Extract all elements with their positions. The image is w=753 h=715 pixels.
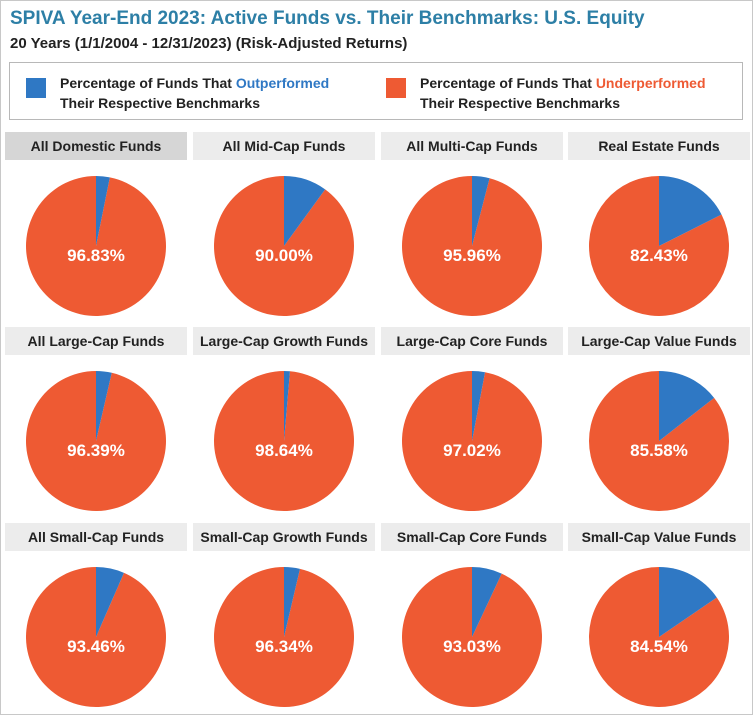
pie-data-label: 97.02% xyxy=(443,441,501,460)
pie-chart: 90.00% xyxy=(214,176,354,316)
pie-title: Small-Cap Value Funds xyxy=(568,523,750,551)
pie-slice-outperformed xyxy=(284,567,300,637)
pie-chart: 96.39% xyxy=(25,371,166,511)
pie-chart: 96.83% xyxy=(26,176,167,316)
legend-line2: Their Respective Benchmarks xyxy=(420,95,620,111)
chart-title: SPIVA Year-End 2023: Active Funds vs. Th… xyxy=(10,8,645,29)
pie-chart: 96.34% xyxy=(214,567,354,707)
pie-data-label: 96.83% xyxy=(67,246,125,265)
pie-title: Real Estate Funds xyxy=(568,132,750,160)
legend-line2: Their Respective Benchmarks xyxy=(60,95,260,111)
pie-title: Large-Cap Value Funds xyxy=(568,327,750,355)
legend-swatch-underperformed xyxy=(386,78,406,98)
pie-chart: 85.58% xyxy=(589,371,729,511)
pie-title: All Small-Cap Funds xyxy=(5,523,187,551)
chart-subtitle: 20 Years (1/1/2004 - 12/31/2023) (Risk-A… xyxy=(10,35,408,52)
pie-chart: 93.03% xyxy=(402,567,542,707)
pie-title: Small-Cap Growth Funds xyxy=(193,523,375,551)
pie-data-label: 93.46% xyxy=(67,637,125,656)
pie-title: Large-Cap Growth Funds xyxy=(193,327,375,355)
pie-slice-outperformed xyxy=(284,371,290,441)
pie-chart: 98.64% xyxy=(214,371,354,511)
pie-slice-outperformed xyxy=(659,176,722,246)
pie-data-label: 96.34% xyxy=(255,637,313,656)
pie-data-label: 95.96% xyxy=(443,246,501,265)
pie-title: All Mid-Cap Funds xyxy=(193,132,375,160)
pie-slice-outperformed xyxy=(96,176,110,246)
pie-title: All Multi-Cap Funds xyxy=(381,132,563,160)
pie-title: Large-Cap Core Funds xyxy=(381,327,563,355)
legend-prefix: Percentage of Funds That xyxy=(420,75,596,91)
pie-data-label: 98.64% xyxy=(255,441,313,460)
pie-slice-outperformed xyxy=(96,567,124,637)
pie-data-label: 90.00% xyxy=(255,246,313,265)
legend-label-underperformed: Percentage of Funds That Underperformed … xyxy=(420,73,706,113)
pie-slice-outperformed xyxy=(659,371,715,441)
legend-highlight: Outperformed xyxy=(235,75,330,91)
pie-data-label: 85.58% xyxy=(630,441,688,460)
pie-title: All Large-Cap Funds xyxy=(5,327,187,355)
pie-title: All Domestic Funds xyxy=(5,132,187,160)
pie-chart: 82.43% xyxy=(589,176,729,316)
pie-data-label: 82.43% xyxy=(630,246,688,265)
legend-swatch-outperformed xyxy=(26,78,46,98)
pie-slice-outperformed xyxy=(472,176,490,246)
pie-chart: 95.96% xyxy=(402,176,542,316)
pie-data-label: 93.03% xyxy=(443,637,501,656)
pie-data-label: 84.54% xyxy=(630,637,688,656)
pie-slice-outperformed xyxy=(472,371,486,441)
legend-label-outperformed: Percentage of Funds That Outperformed Th… xyxy=(60,73,329,113)
pie-slice-outperformed xyxy=(96,371,112,441)
pie-data-label: 96.39% xyxy=(67,441,125,460)
legend-highlight: Underperformed xyxy=(595,75,706,91)
pie-slice-outperformed xyxy=(472,567,502,637)
pie-slice-outperformed xyxy=(659,567,717,637)
legend: Percentage of Funds That Outperformed Th… xyxy=(9,62,743,120)
pie-chart: 97.02% xyxy=(402,371,542,511)
pie-chart: 93.46% xyxy=(26,567,166,707)
legend-prefix: Percentage of Funds That xyxy=(60,75,236,91)
pie-chart: 84.54% xyxy=(589,567,729,707)
pie-slice-outperformed xyxy=(284,176,326,246)
pie-slice-underperformed xyxy=(26,176,167,316)
pie-title: Small-Cap Core Funds xyxy=(381,523,563,551)
